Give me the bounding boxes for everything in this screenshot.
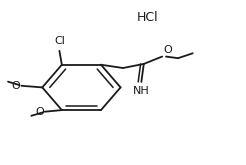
Text: O: O xyxy=(12,81,20,91)
Text: Cl: Cl xyxy=(54,36,65,46)
Text: HCl: HCl xyxy=(137,11,158,24)
Text: NH: NH xyxy=(133,86,150,96)
Text: O: O xyxy=(163,45,172,55)
Text: O: O xyxy=(35,107,44,117)
